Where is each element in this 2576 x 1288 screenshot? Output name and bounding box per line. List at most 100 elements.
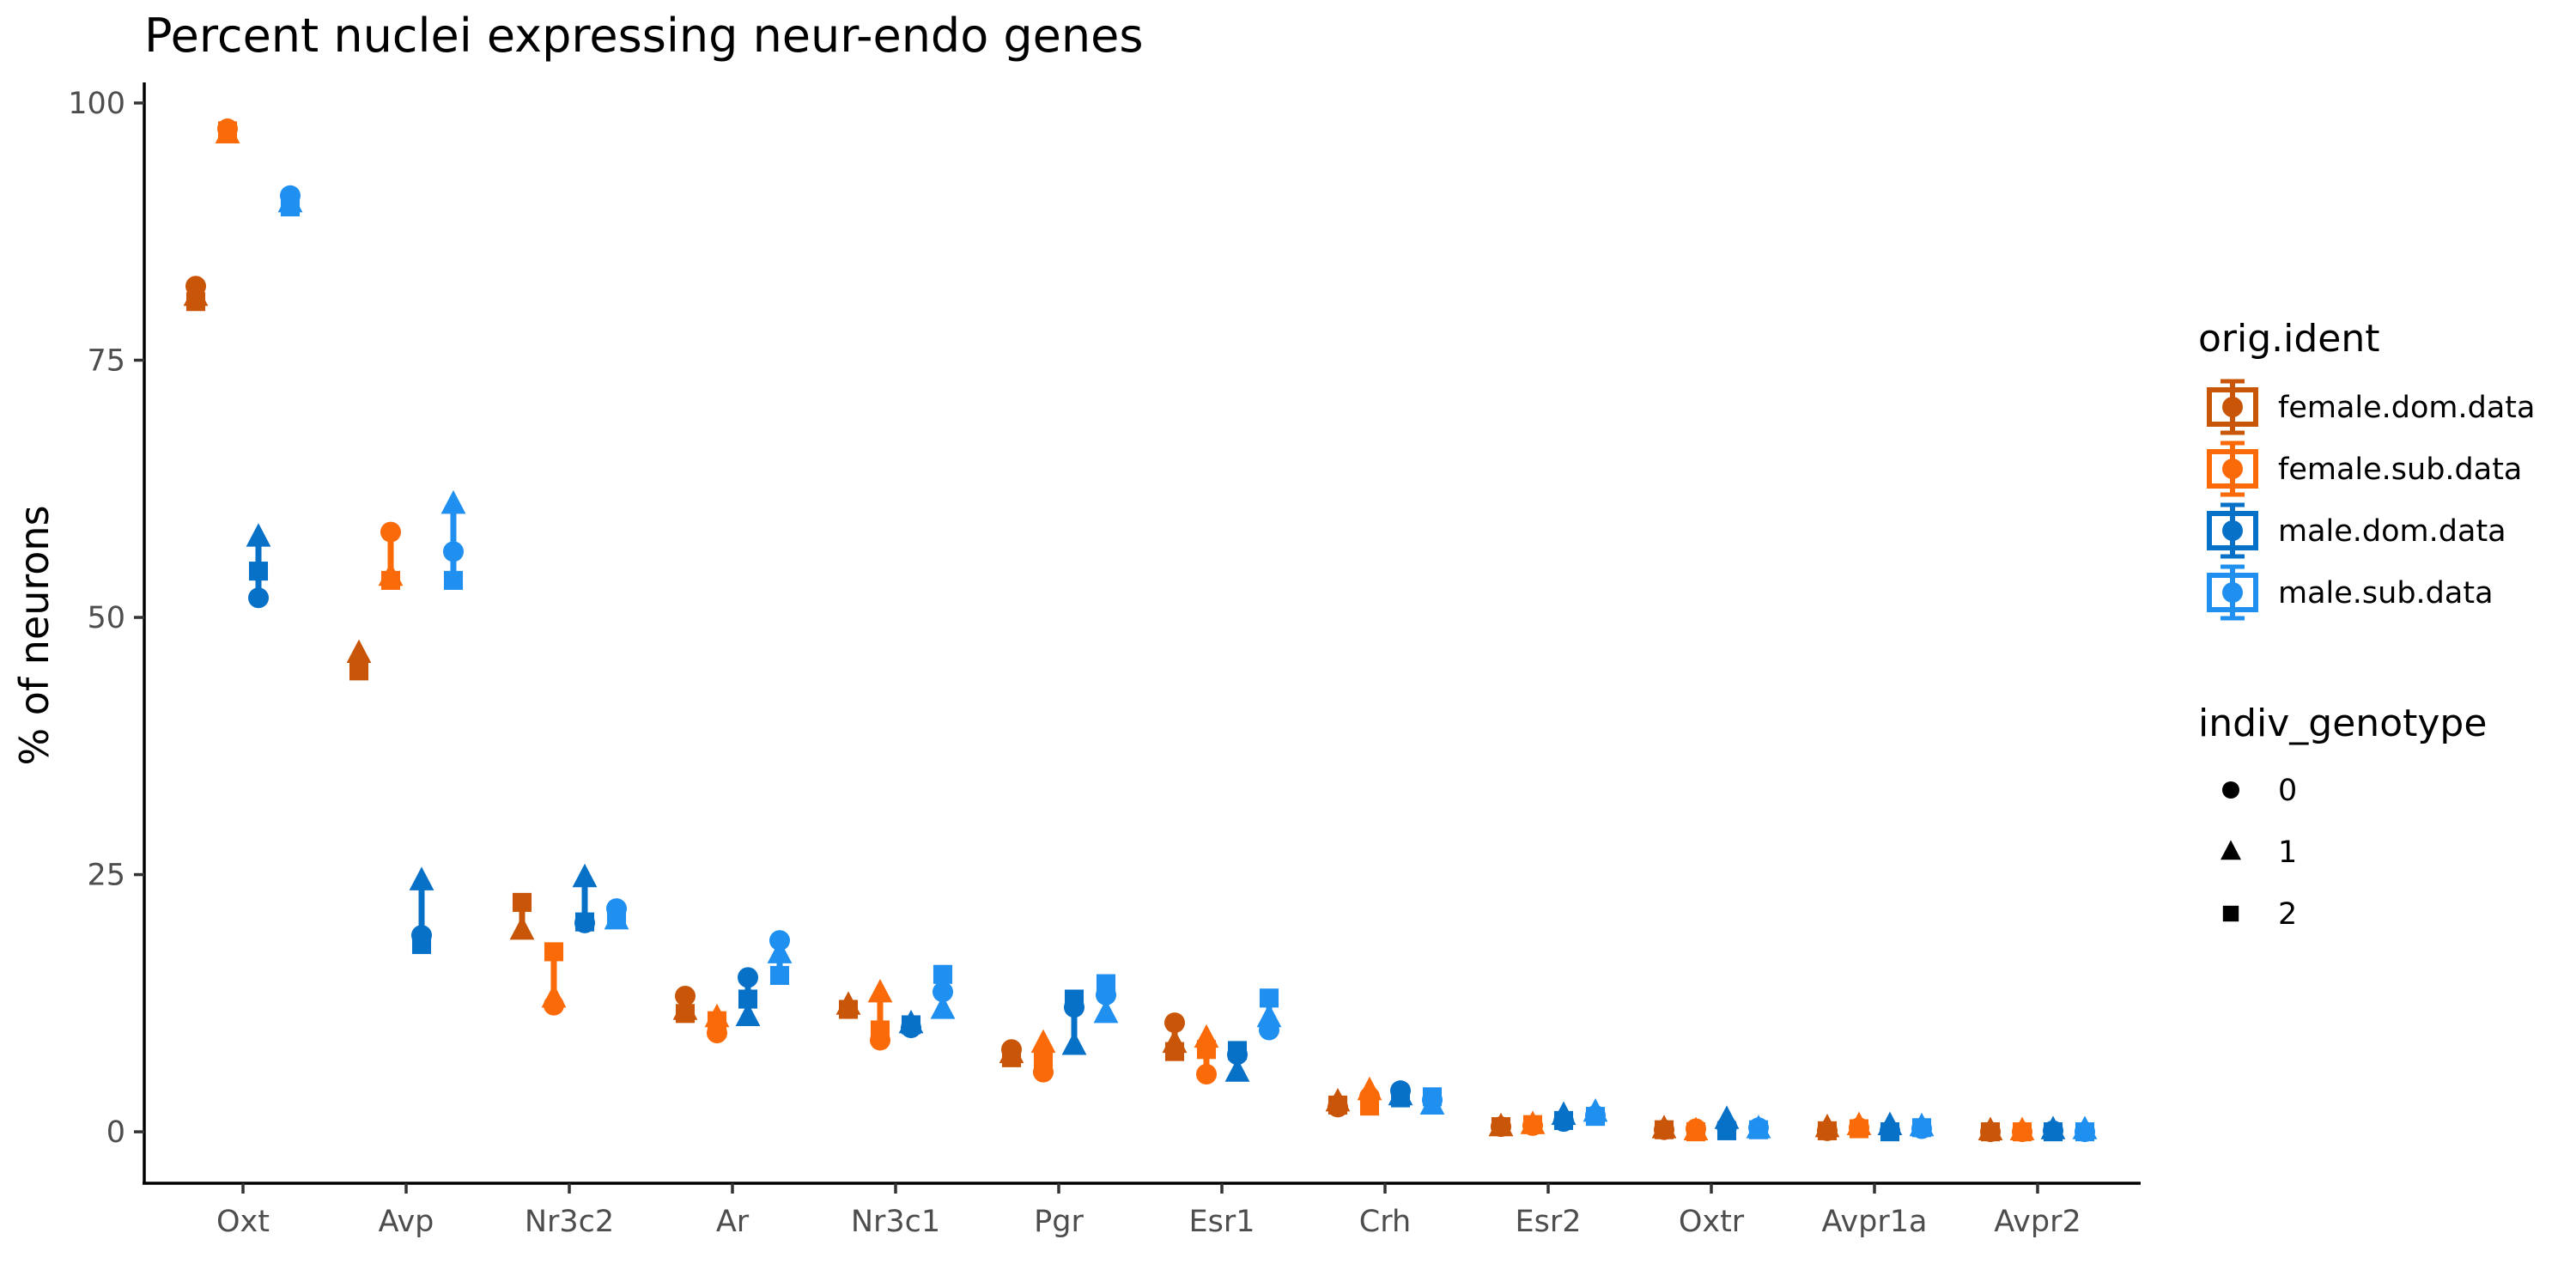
point-square bbox=[1001, 1048, 1022, 1067]
point-square bbox=[2012, 1122, 2032, 1142]
legend-indiv-genotype: indiv_genotype 0 1 2 bbox=[2198, 702, 2487, 932]
point-square bbox=[1686, 1122, 1706, 1142]
point-square bbox=[901, 1015, 921, 1035]
point-triangle bbox=[867, 978, 893, 1003]
x-tick-label: Pgr bbox=[1034, 1205, 1084, 1239]
plot-area bbox=[183, 118, 2098, 1143]
legend-label: female.sub.data bbox=[2278, 453, 2522, 487]
point-square bbox=[1259, 988, 1279, 1008]
series-male-sub-data bbox=[277, 185, 2098, 1143]
point-circle bbox=[380, 521, 401, 543]
point-triangle bbox=[767, 939, 793, 963]
point-square bbox=[217, 121, 238, 141]
y-tick-label: 0 bbox=[106, 1115, 125, 1150]
point-circle bbox=[738, 967, 758, 988]
point-circle bbox=[933, 981, 953, 1003]
legend-label: male.sub.data bbox=[2278, 576, 2494, 611]
series-female-dom-data bbox=[183, 276, 2003, 1143]
point-square bbox=[1911, 1118, 1932, 1138]
point-square bbox=[738, 989, 758, 1009]
legend-key-male-sub-data bbox=[2207, 564, 2258, 621]
point-triangle bbox=[541, 983, 567, 1008]
point-triangle bbox=[346, 639, 372, 664]
point-square bbox=[606, 907, 627, 927]
axes bbox=[143, 82, 2141, 1185]
point-square bbox=[1522, 1115, 1543, 1134]
point-square bbox=[1033, 1050, 1054, 1070]
point-square bbox=[1849, 1119, 1869, 1139]
point-square bbox=[380, 570, 401, 590]
legend-key-female-sub-data bbox=[2207, 440, 2258, 497]
point-circle bbox=[248, 587, 269, 609]
point-square bbox=[1585, 1107, 1606, 1127]
point-triangle bbox=[1224, 1058, 1250, 1082]
point-triangle bbox=[1030, 1029, 1056, 1054]
chart-title: Percent nuclei expressing neur-endo gene… bbox=[144, 9, 1143, 63]
x-tick-label: Nr3c2 bbox=[525, 1205, 614, 1239]
legend-key-point bbox=[2222, 520, 2243, 541]
point-square bbox=[185, 292, 206, 312]
legend-shape-circle bbox=[2222, 781, 2239, 799]
point-triangle bbox=[409, 866, 434, 890]
point-triangle bbox=[440, 489, 466, 514]
x-tick-label: Nr3c1 bbox=[851, 1205, 940, 1239]
y-axis-title: % of neurons bbox=[11, 505, 58, 765]
legend-orig-ident: orig.ident female.dom.data female.sub.dat… bbox=[2198, 317, 2535, 621]
point-square bbox=[870, 1020, 890, 1040]
point-square bbox=[2075, 1122, 2095, 1142]
point-triangle bbox=[246, 523, 271, 547]
x-tick-label: Avp bbox=[379, 1205, 434, 1239]
point-triangle bbox=[930, 995, 956, 1019]
point-circle bbox=[675, 985, 696, 1006]
point-square bbox=[933, 964, 953, 984]
point-square bbox=[1880, 1122, 1900, 1142]
point-square bbox=[574, 912, 595, 932]
point-square bbox=[1817, 1121, 1838, 1140]
point-square bbox=[675, 1004, 696, 1024]
legend-key-male-dom-data bbox=[2207, 502, 2258, 559]
point-triangle bbox=[735, 1002, 761, 1026]
legend-label: 0 bbox=[2278, 774, 2297, 808]
point-square bbox=[1064, 989, 1084, 1009]
legend-title-indiv-genotype: indiv_genotype bbox=[2198, 702, 2487, 745]
legend-title-orig-ident: orig.ident bbox=[2198, 317, 2380, 361]
x-ticks: Oxt Avp Nr3c2 Ar Nr3c1 Pgr Esr1 Crh Esr2 Oxtr Avpr… bbox=[216, 1183, 2081, 1239]
point-square bbox=[1654, 1120, 1674, 1139]
legend-label: female.dom.data bbox=[2278, 391, 2535, 425]
legend-key-point bbox=[2222, 397, 2243, 417]
y-tick-label: 75 bbox=[87, 343, 125, 378]
point-square bbox=[1422, 1087, 1443, 1107]
x-tick-label: Avpr2 bbox=[1994, 1205, 2081, 1239]
legend-shape-square bbox=[2222, 905, 2239, 922]
point-square bbox=[544, 942, 564, 962]
x-tick-label: Crh bbox=[1359, 1205, 1411, 1239]
y-tick-label: 100 bbox=[68, 87, 125, 121]
point-square bbox=[1096, 974, 1116, 993]
point-square bbox=[2043, 1122, 2063, 1142]
point-square bbox=[1164, 1042, 1185, 1061]
point-triangle bbox=[1061, 1031, 1087, 1055]
legend-key-point bbox=[2222, 459, 2243, 479]
x-tick-label: Esr1 bbox=[1188, 1205, 1255, 1239]
point-square bbox=[1980, 1122, 2001, 1142]
series-male-dom-data bbox=[246, 523, 2066, 1142]
point-square bbox=[443, 570, 464, 590]
point-square bbox=[1491, 1117, 1511, 1137]
point-square bbox=[280, 197, 301, 217]
series-female-sub-data bbox=[215, 118, 2035, 1143]
legend-label: 2 bbox=[2278, 897, 2297, 932]
point-triangle bbox=[1093, 999, 1119, 1024]
y-ticks: 0 25 50 75 100 bbox=[68, 87, 144, 1150]
x-tick-label: Avpr1a bbox=[1822, 1205, 1928, 1239]
point-square bbox=[1359, 1097, 1380, 1116]
point-square bbox=[248, 562, 269, 581]
point-square bbox=[411, 934, 432, 955]
x-tick-label: Oxt bbox=[216, 1205, 270, 1239]
legend-label: 1 bbox=[2278, 835, 2297, 870]
point-square bbox=[1390, 1088, 1411, 1108]
point-triangle bbox=[572, 863, 598, 888]
x-tick-label: Ar bbox=[716, 1205, 750, 1239]
point-square bbox=[1327, 1095, 1348, 1115]
point-square bbox=[1227, 1041, 1248, 1060]
